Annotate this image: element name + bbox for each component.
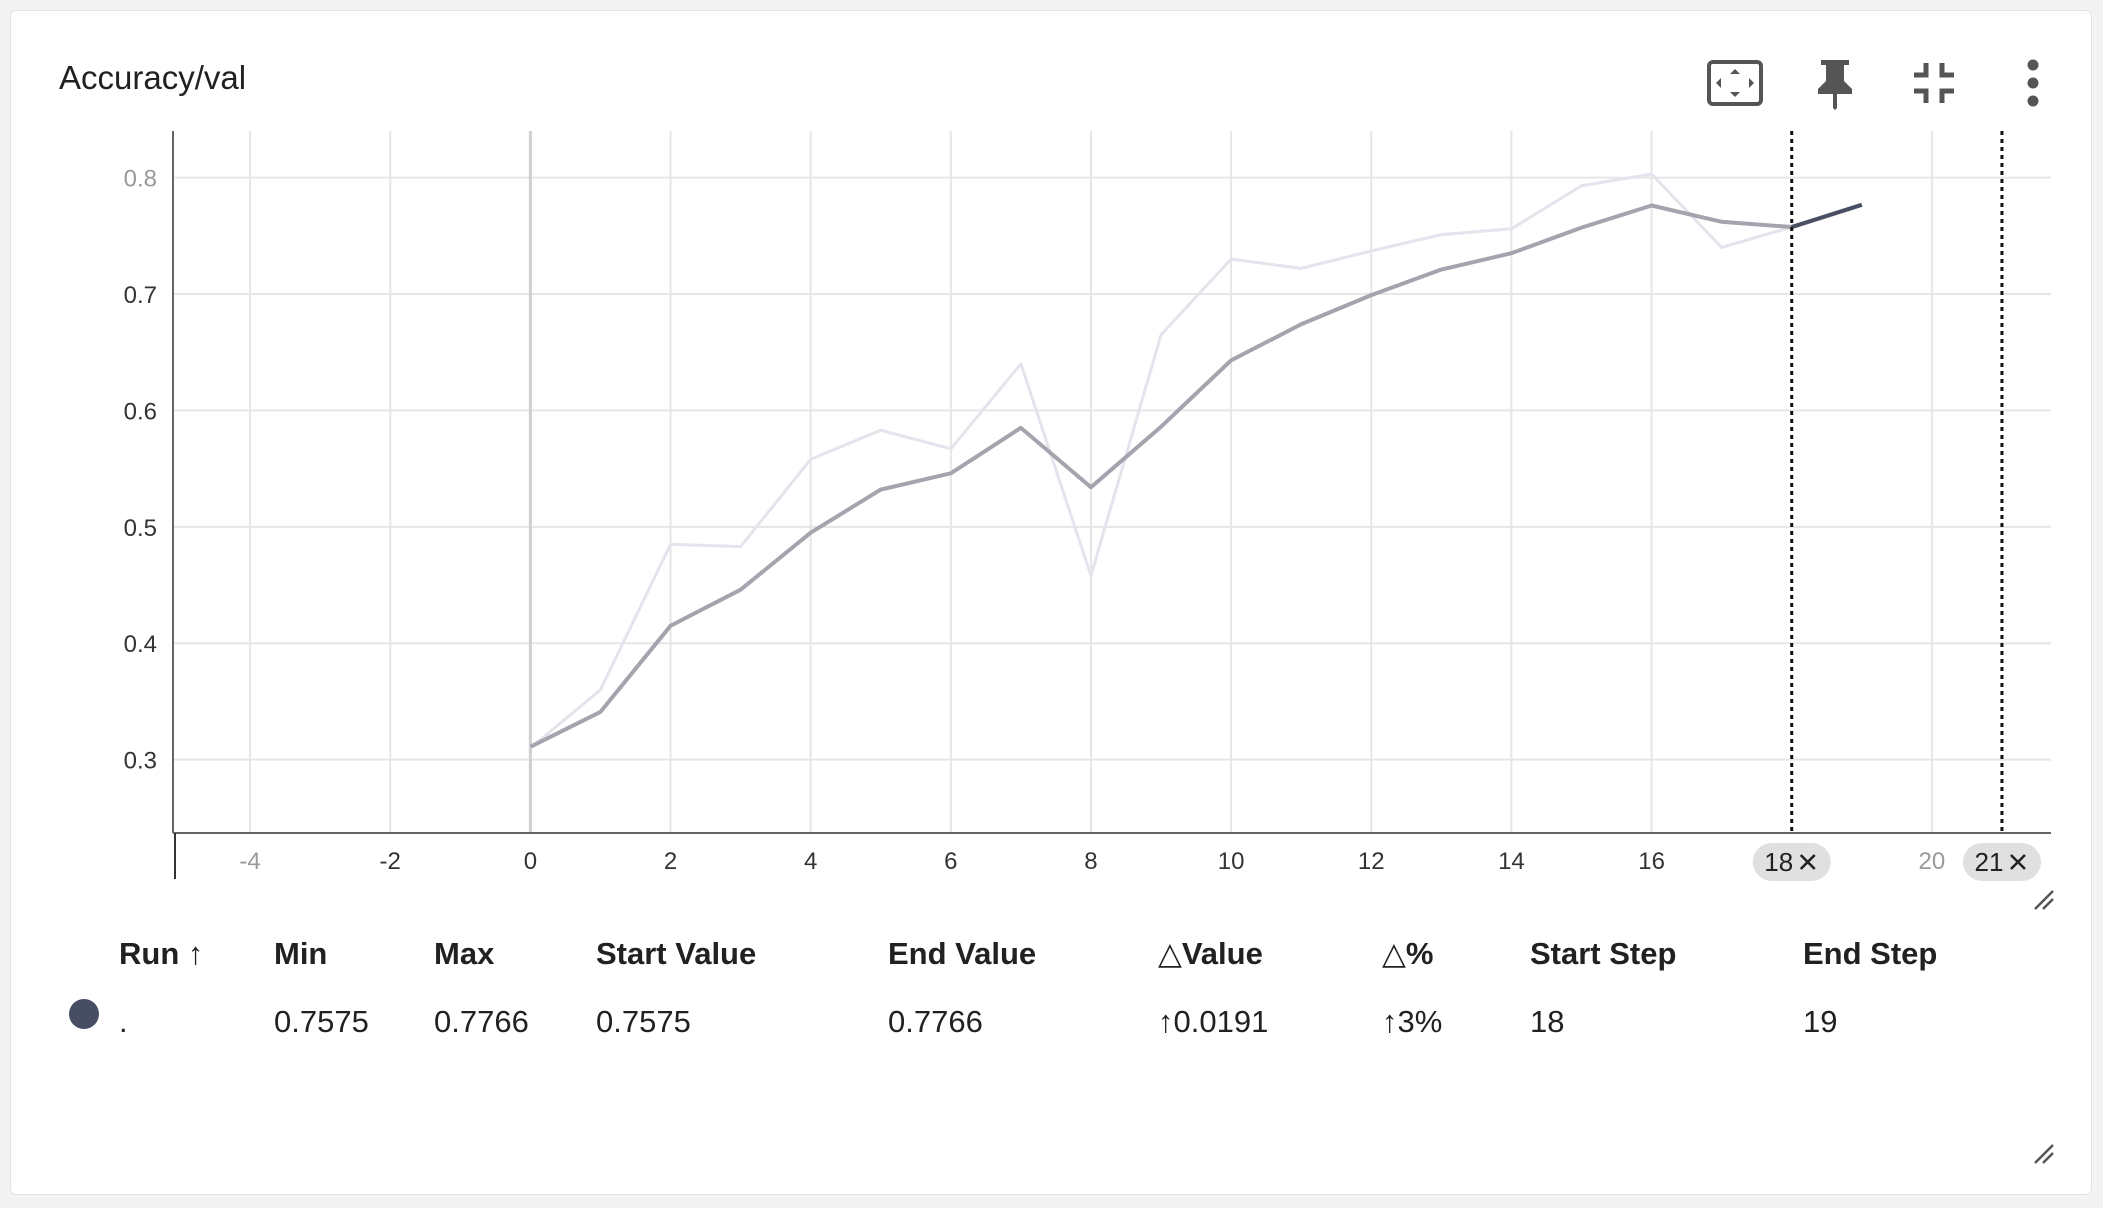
col-delta-pct-label: % xyxy=(1406,936,1434,971)
x-tick-label: 0 xyxy=(524,848,537,875)
x-tick-label: 14 xyxy=(1498,848,1525,875)
chart-resize-icon[interactable] xyxy=(2031,887,2057,913)
col-run-label: Run xyxy=(119,936,179,971)
delta-value-text: 0.0191 xyxy=(1174,1004,1269,1039)
col-start-value[interactable]: Start Value xyxy=(596,923,888,985)
delta-icon: △ xyxy=(1158,936,1182,971)
x-tick-label: 12 xyxy=(1358,848,1385,875)
selected-range-segment xyxy=(1792,205,1862,227)
col-start-step[interactable]: Start Step xyxy=(1530,923,1803,985)
x-tick-label: 16 xyxy=(1638,848,1665,875)
range-end-chip-label: 21 xyxy=(1974,847,2003,877)
cell-delta-value: ↑0.0191 xyxy=(1158,985,1382,1059)
col-delta-pct[interactable]: △% xyxy=(1382,923,1530,985)
y-tick-label: 0.8 xyxy=(124,166,157,193)
arrow-up-icon: ↑ xyxy=(1382,1004,1398,1039)
range-start-chip[interactable]: 18 xyxy=(1753,843,1831,881)
raw-series-line xyxy=(530,174,1861,748)
col-delta-value[interactable]: △Value xyxy=(1158,923,1382,985)
summary-table: Run ↑ Min Max Start Value End Value △Val… xyxy=(119,923,2003,1059)
cell-end-step: 19 xyxy=(1803,985,2003,1059)
x-tick-label: 2 xyxy=(664,848,677,875)
col-max[interactable]: Max xyxy=(434,923,596,985)
col-delta-value-label: Value xyxy=(1182,936,1263,971)
card-resize-icon[interactable] xyxy=(2031,1141,2057,1167)
col-end-step[interactable]: End Step xyxy=(1803,923,2003,985)
table-row: . 0.7575 0.7766 0.7575 0.7766 ↑0.0191 ↑3… xyxy=(119,985,2003,1059)
scalar-card: Accuracy/val 0.3 0.4 0.5 0.6 0.7 0.8 -4 -2 xyxy=(10,10,2092,1195)
delta-icon: △ xyxy=(1382,936,1406,971)
cell-start-step: 18 xyxy=(1530,985,1803,1059)
col-min[interactable]: Min xyxy=(274,923,434,985)
arrow-up-icon: ↑ xyxy=(1158,1004,1174,1039)
x-tick-label: -4 xyxy=(239,848,260,875)
cell-min: 0.7575 xyxy=(274,985,434,1059)
cell-start-value: 0.7575 xyxy=(596,985,888,1059)
x-tick-label: 10 xyxy=(1218,848,1245,875)
col-end-value[interactable]: End Value xyxy=(888,923,1158,985)
cell-run: . xyxy=(119,985,274,1059)
x-tick-label: 6 xyxy=(944,848,957,875)
cell-end-value: 0.7766 xyxy=(888,985,1158,1059)
x-tick-label: 8 xyxy=(1084,848,1097,875)
cell-max: 0.7766 xyxy=(434,985,596,1059)
range-start-chip-label: 18 xyxy=(1764,847,1793,877)
col-run[interactable]: Run ↑ xyxy=(119,923,274,985)
y-tick-label: 0.4 xyxy=(124,631,157,658)
cell-delta-pct: ↑3% xyxy=(1382,985,1530,1059)
x-tick-label: 20 xyxy=(1919,848,1946,875)
sort-arrow-icon: ↑ xyxy=(188,936,204,971)
y-tick-label: 0.3 xyxy=(124,748,157,775)
y-tick-label: 0.7 xyxy=(124,282,157,309)
y-tick-label: 0.6 xyxy=(124,398,157,425)
y-tick-label: 0.5 xyxy=(124,515,157,542)
x-tick-label: 4 xyxy=(804,848,817,875)
line-chart[interactable]: 0.3 0.4 0.5 0.6 0.7 0.8 -4 -2 0 2 4 6 8 10 12 14 16 20 18 2… xyxy=(11,11,2091,911)
smoothed-series-line xyxy=(530,205,1861,747)
x-tick-label: -2 xyxy=(380,848,401,875)
range-end-chip[interactable]: 21 xyxy=(1963,843,2041,881)
run-color-dot xyxy=(69,999,99,1029)
delta-pct-text: 3% xyxy=(1398,1004,1443,1039)
